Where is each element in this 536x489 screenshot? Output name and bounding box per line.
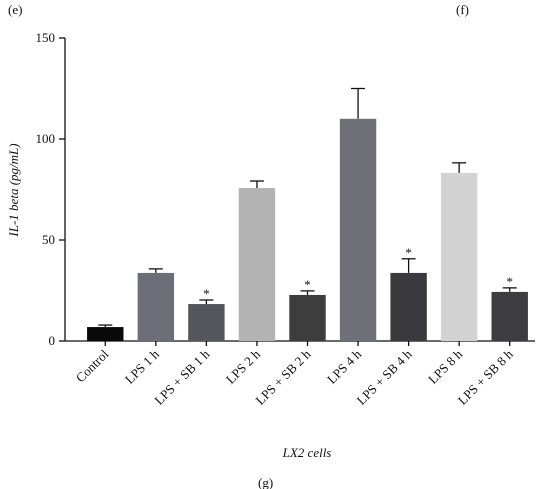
x-tick-label: LPS 1 h xyxy=(122,346,163,387)
x-tick-label: LPS 4 h xyxy=(324,346,365,387)
bar xyxy=(238,188,276,341)
y-axis-title: IL-1 beta (pg/mL) xyxy=(6,143,21,237)
x-tick-label: LPS 2 h xyxy=(223,346,264,387)
significance-mark: * xyxy=(304,277,311,292)
bar xyxy=(137,272,175,341)
bar xyxy=(491,291,528,341)
y-tick-label: 0 xyxy=(49,333,56,348)
bar xyxy=(87,327,124,341)
bar xyxy=(440,172,478,341)
x-tick-label: LPS + SB 2 h xyxy=(252,346,314,408)
panel-label: (g) xyxy=(258,475,273,489)
y-tick-label: 150 xyxy=(36,30,56,45)
panel-label: (f) xyxy=(456,2,469,17)
bar xyxy=(188,304,225,341)
bar xyxy=(390,272,427,341)
x-axis-title: LX2 cells xyxy=(282,445,332,460)
significance-mark: * xyxy=(405,245,412,260)
bar xyxy=(339,118,377,341)
bar xyxy=(289,294,326,341)
x-tick-label: LPS + SB 1 h xyxy=(151,346,213,408)
significance-mark: * xyxy=(203,286,210,301)
y-tick-label: 100 xyxy=(36,131,56,146)
panel-label: (e) xyxy=(8,2,22,17)
x-tick-label: LPS 8 h xyxy=(425,346,466,387)
x-tick-label: LPS + SB 4 h xyxy=(353,346,415,408)
x-tick-label: Control xyxy=(73,346,112,385)
x-tick-label: LPS + SB 8 h xyxy=(455,346,517,408)
y-tick-label: 50 xyxy=(42,232,55,247)
significance-mark: * xyxy=(506,274,513,289)
